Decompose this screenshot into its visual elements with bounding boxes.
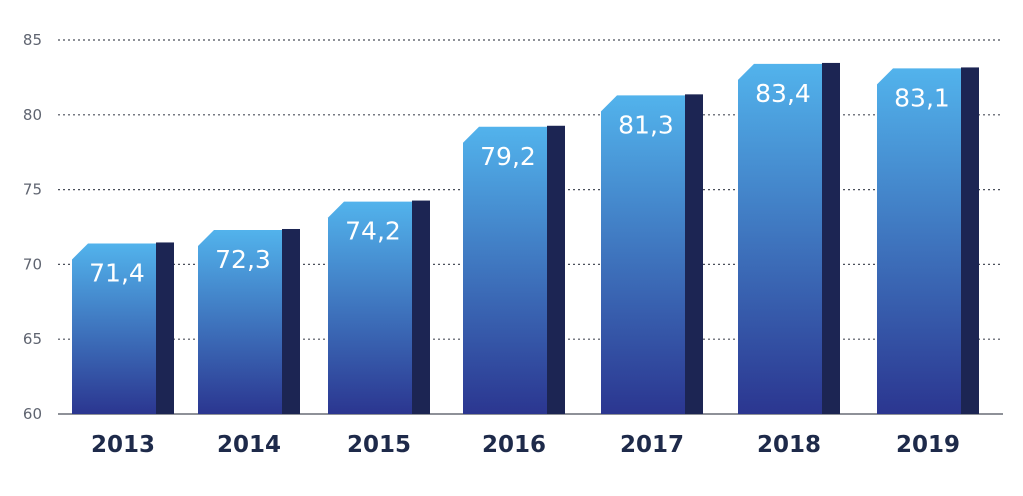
data-label-2015: 74,2 [345, 217, 401, 246]
bar-front-2019 [877, 68, 961, 414]
y-tick-label: 60 [23, 405, 42, 423]
bar-2014 [198, 228, 300, 414]
x-axis-ticks: 2013 2014 2015 2016 2017 2018 2019 [91, 432, 960, 458]
x-tick-label-2017: 2017 [620, 432, 684, 458]
x-tick-label-2013: 2013 [91, 432, 155, 458]
bar-front-2017 [601, 95, 685, 415]
bar-2016 [463, 125, 565, 414]
bar-2013 [72, 242, 174, 414]
y-tick-label: 65 [23, 330, 42, 348]
y-tick-label: 85 [23, 31, 42, 49]
data-label-2018: 83,4 [755, 79, 811, 108]
bars [72, 62, 979, 415]
bar-2018 [738, 62, 840, 414]
data-labels: 71,4 72,3 74,2 79,2 81,3 83,4 83,1 [89, 79, 950, 288]
x-tick-label-2015: 2015 [347, 432, 411, 458]
bar-front-2014 [198, 229, 282, 414]
data-label-2019: 83,1 [894, 83, 950, 112]
bar-side-2019 [961, 67, 979, 414]
y-tick-label: 80 [23, 106, 42, 124]
bar-side-2013 [156, 242, 174, 414]
x-tick-label-2014: 2014 [217, 432, 281, 458]
bar-front-2013 [72, 243, 156, 414]
data-label-2016: 79,2 [480, 142, 536, 171]
x-tick-label-2019: 2019 [896, 432, 960, 458]
bar-2019 [877, 67, 979, 414]
x-tick-label-2016: 2016 [482, 432, 546, 458]
y-axis-ticks: 60 65 70 75 80 85 [23, 31, 42, 423]
bar-side-2015 [412, 200, 430, 414]
bar-side-2016 [547, 125, 565, 414]
bar-front-2018 [738, 63, 822, 414]
data-label-2017: 81,3 [618, 110, 674, 139]
bar-2017 [601, 94, 703, 415]
y-tick-label: 75 [23, 181, 42, 199]
y-tick-label: 70 [23, 255, 42, 273]
bar-side-2017 [685, 94, 703, 415]
data-label-2013: 71,4 [89, 258, 145, 287]
bar-side-2018 [822, 62, 840, 414]
bar-front-2015 [328, 201, 412, 414]
bar-side-2014 [282, 228, 300, 414]
x-tick-label-2018: 2018 [757, 432, 821, 458]
data-label-2014: 72,3 [215, 245, 271, 274]
bar-2015 [328, 200, 430, 414]
bar-front-2016 [463, 126, 547, 414]
